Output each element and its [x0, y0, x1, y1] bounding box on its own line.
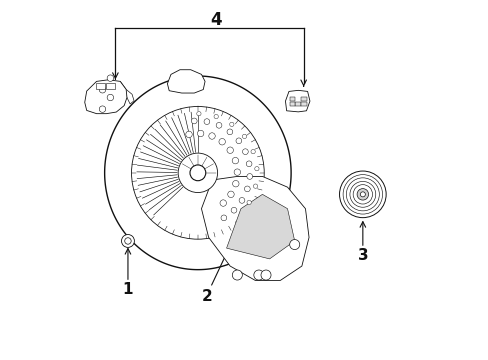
Circle shape — [246, 200, 251, 204]
Circle shape — [131, 107, 264, 239]
Circle shape — [356, 189, 368, 200]
Text: 1: 1 — [122, 282, 133, 297]
Circle shape — [234, 169, 240, 175]
Circle shape — [352, 185, 372, 204]
Circle shape — [349, 181, 375, 207]
Circle shape — [221, 215, 226, 221]
Polygon shape — [84, 80, 127, 114]
Circle shape — [253, 184, 257, 188]
Circle shape — [124, 238, 131, 244]
Circle shape — [216, 122, 222, 128]
Circle shape — [190, 165, 205, 181]
Circle shape — [254, 167, 259, 171]
Circle shape — [246, 174, 252, 179]
Circle shape — [219, 139, 225, 145]
Text: 2: 2 — [201, 289, 212, 304]
Circle shape — [253, 270, 264, 280]
Circle shape — [178, 153, 217, 193]
Circle shape — [226, 147, 233, 153]
Polygon shape — [289, 97, 295, 101]
Polygon shape — [104, 76, 290, 270]
Circle shape — [191, 118, 197, 124]
Polygon shape — [106, 84, 115, 89]
Circle shape — [185, 131, 192, 138]
Circle shape — [339, 171, 386, 218]
Circle shape — [232, 180, 239, 187]
Circle shape — [236, 138, 241, 144]
Circle shape — [99, 86, 105, 93]
Circle shape — [107, 75, 113, 81]
Circle shape — [99, 106, 105, 112]
Circle shape — [289, 239, 299, 249]
Circle shape — [239, 198, 244, 203]
Circle shape — [232, 157, 238, 164]
Polygon shape — [289, 102, 295, 107]
Circle shape — [242, 149, 248, 154]
Circle shape — [121, 234, 134, 247]
Circle shape — [360, 192, 365, 197]
Circle shape — [208, 133, 215, 139]
Circle shape — [229, 122, 233, 126]
Circle shape — [227, 191, 234, 198]
Polygon shape — [167, 70, 204, 93]
Circle shape — [250, 149, 255, 154]
Circle shape — [214, 114, 218, 119]
Circle shape — [107, 94, 113, 101]
Circle shape — [343, 175, 382, 214]
Polygon shape — [226, 194, 294, 259]
Polygon shape — [285, 90, 309, 112]
Text: 4: 4 — [209, 12, 221, 30]
Polygon shape — [295, 102, 301, 107]
Polygon shape — [120, 81, 134, 104]
Text: 3: 3 — [357, 248, 367, 263]
Polygon shape — [96, 84, 104, 89]
Circle shape — [203, 119, 209, 125]
Circle shape — [226, 129, 232, 135]
Circle shape — [244, 186, 250, 192]
Circle shape — [242, 134, 246, 139]
Polygon shape — [301, 102, 306, 107]
Circle shape — [220, 200, 226, 206]
Circle shape — [196, 112, 201, 116]
Polygon shape — [201, 176, 308, 280]
Circle shape — [261, 270, 270, 280]
Polygon shape — [301, 97, 306, 101]
Circle shape — [346, 178, 379, 211]
Circle shape — [246, 161, 251, 167]
Circle shape — [197, 130, 203, 137]
Circle shape — [231, 207, 236, 213]
Circle shape — [232, 270, 242, 280]
